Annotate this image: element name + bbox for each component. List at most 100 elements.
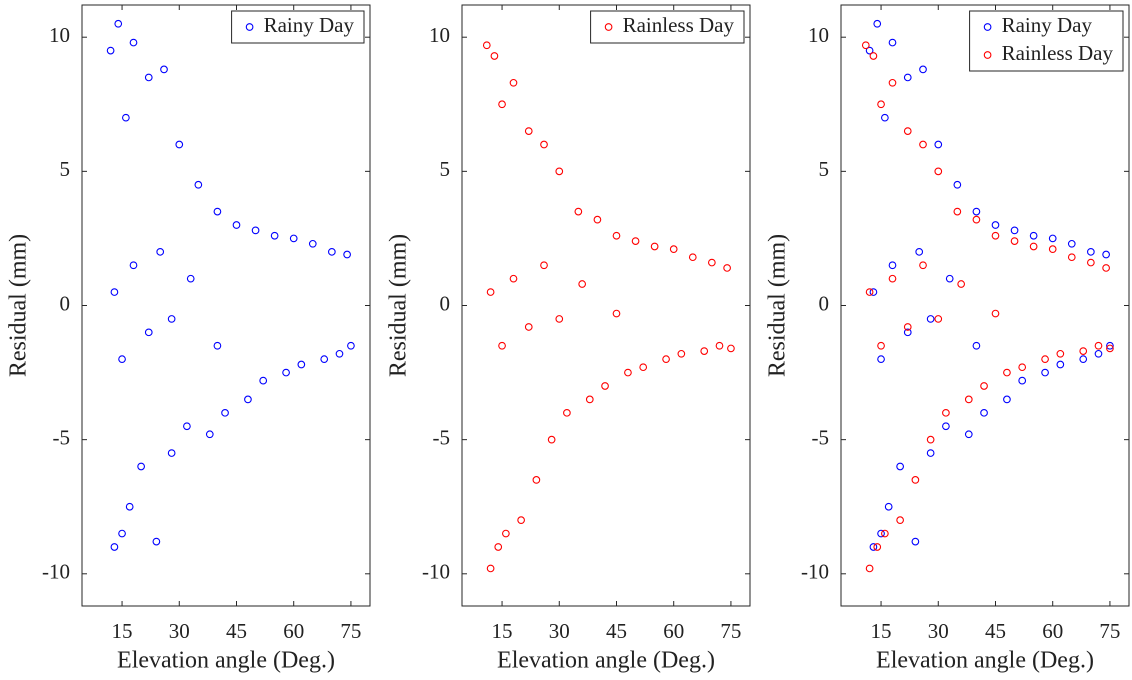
point	[167, 449, 176, 457]
point	[650, 242, 659, 251]
point	[144, 328, 153, 337]
point	[953, 207, 962, 216]
legend-marker	[983, 51, 992, 59]
y-axis-label: Residual (mm)	[6, 234, 32, 377]
y-tick-label: 5	[440, 157, 451, 181]
point	[106, 46, 115, 55]
point	[888, 274, 897, 283]
point	[861, 41, 870, 50]
point	[972, 215, 981, 224]
point	[532, 476, 541, 484]
point	[297, 360, 306, 369]
x-tick-label: 15	[492, 619, 513, 643]
y-tick-label: -5	[53, 425, 71, 449]
point	[903, 328, 912, 337]
x-tick-label: 45	[606, 619, 627, 643]
x-tick-label: 60	[283, 619, 304, 643]
y-tick-label: -5	[812, 425, 830, 449]
point	[498, 341, 506, 350]
y-tick-label: 5	[819, 157, 830, 181]
point	[347, 341, 355, 350]
legend-label: Rainless Day	[1002, 41, 1114, 65]
point	[194, 180, 203, 189]
point	[881, 529, 889, 538]
point	[282, 368, 290, 377]
point	[125, 502, 134, 511]
point	[903, 127, 912, 135]
point	[167, 315, 176, 323]
point	[942, 422, 950, 431]
point	[991, 309, 1000, 318]
point	[865, 288, 874, 296]
point	[884, 502, 893, 511]
y-tick-label: -10	[42, 560, 70, 584]
x-tick-label: 30	[928, 619, 949, 643]
point	[877, 355, 885, 364]
legend-marker	[983, 23, 992, 31]
point	[964, 430, 973, 439]
y-axis-label: Residual (mm)	[765, 234, 791, 377]
point	[972, 207, 981, 216]
point	[335, 349, 344, 358]
point	[919, 140, 927, 149]
point	[232, 221, 241, 229]
point	[343, 250, 351, 259]
x-tick-label: 30	[549, 619, 570, 643]
point	[991, 221, 1000, 229]
point	[708, 258, 716, 267]
point	[727, 344, 735, 353]
y-tick-label: 10	[429, 23, 450, 47]
point	[873, 543, 882, 551]
x-tick-label: 60	[663, 619, 684, 643]
point	[289, 234, 298, 243]
point	[926, 435, 935, 444]
point	[259, 376, 268, 385]
plot-area	[82, 5, 370, 606]
point	[110, 288, 119, 296]
legend: Rainless Day	[590, 10, 745, 44]
point	[585, 395, 594, 404]
point	[1102, 264, 1110, 272]
point	[934, 315, 943, 323]
point	[1106, 341, 1114, 350]
point	[1079, 355, 1088, 364]
point	[700, 347, 709, 355]
point	[715, 341, 724, 350]
point	[1029, 242, 1038, 251]
point	[498, 100, 506, 109]
point	[221, 408, 229, 417]
point	[494, 543, 503, 551]
point	[183, 422, 191, 431]
point	[320, 355, 329, 364]
point	[873, 19, 882, 28]
point	[888, 78, 897, 87]
legend-marker	[604, 23, 613, 31]
x-axis-label: Elevation angle (Deg.)	[497, 648, 715, 674]
point	[1102, 250, 1110, 259]
point	[942, 408, 950, 417]
legend-box	[231, 10, 365, 44]
point	[677, 349, 686, 358]
y-tick-label: -5	[433, 425, 451, 449]
point	[1087, 258, 1095, 267]
point	[662, 355, 670, 364]
point	[723, 264, 731, 272]
point	[669, 245, 678, 254]
point	[869, 52, 878, 60]
x-tick-label: 45	[226, 619, 247, 643]
y-tick-label: 10	[49, 23, 70, 47]
point	[1010, 237, 1019, 245]
point	[612, 231, 621, 240]
point	[953, 180, 962, 189]
point	[1106, 344, 1114, 353]
point	[1094, 349, 1103, 358]
point	[1067, 239, 1076, 248]
point	[593, 215, 602, 224]
point	[688, 253, 697, 262]
point	[896, 516, 904, 524]
point	[502, 529, 510, 538]
point	[1041, 355, 1049, 364]
point	[524, 127, 533, 135]
point	[903, 323, 912, 331]
